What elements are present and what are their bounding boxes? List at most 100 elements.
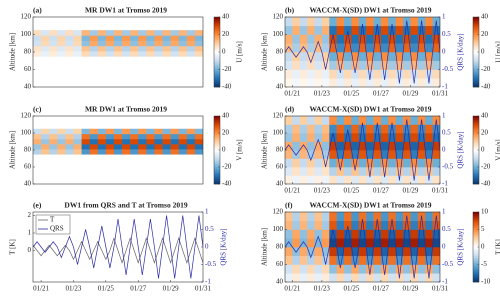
series-line (33, 215, 203, 279)
heatmap-cell (336, 141, 345, 151)
heatmap-cell (186, 138, 196, 145)
heatmap-cell (321, 229, 330, 239)
colorbar-swatch (473, 233, 479, 236)
heatmap-cell (329, 273, 337, 282)
heatmap-cell (388, 247, 397, 257)
y-tick-label: 60 (24, 65, 32, 73)
heatmap-cell (358, 52, 367, 62)
heatmap-cell (97, 149, 107, 155)
heatmap-cell (170, 133, 180, 140)
heatmap-cell (49, 144, 58, 150)
y-axis-label: Altitude [km] (261, 228, 269, 266)
colorbar-swatch (473, 254, 479, 257)
heatmap-cell (358, 78, 367, 87)
heatmap-cell (432, 60, 440, 70)
colorbar-swatch (473, 151, 479, 154)
heatmap-cell (307, 34, 315, 44)
heatmap-cell (138, 149, 147, 155)
heatmap-cell (336, 220, 345, 230)
heatmap-cell (395, 124, 404, 134)
heatmap-cell (321, 238, 330, 248)
heatmap-cell (154, 35, 163, 41)
colorbar-swatch (214, 55, 220, 58)
heatmap-cell (373, 150, 382, 159)
heatmap-cell (314, 78, 323, 87)
heatmap-cell (344, 158, 352, 168)
heatmap-cell (373, 60, 382, 70)
heatmap-cell (336, 116, 345, 125)
y2-tick-label: 0.5 (442, 225, 451, 233)
colorbar-swatch (214, 57, 220, 60)
heatmap-cell (314, 150, 323, 159)
heatmap-cell (170, 30, 180, 36)
heatmap-cell (138, 51, 147, 57)
y-tick-label: 40 (276, 278, 284, 286)
heatmap-cell (388, 78, 397, 87)
heatmap-cell (89, 30, 99, 36)
colorbar-swatch (214, 117, 220, 120)
heatmap-cell (138, 138, 147, 145)
heatmap-cell (358, 220, 367, 230)
heatmap-cell (358, 60, 367, 70)
heatmap-cell (113, 45, 123, 52)
heatmap-cell (417, 273, 426, 282)
heatmap-cell (321, 60, 330, 70)
colorbar-swatch (214, 148, 220, 151)
heatmap-cell (395, 34, 404, 44)
heatmap-cell (358, 34, 367, 44)
colorbar-swatch (214, 121, 220, 124)
heatmap-cell (329, 264, 337, 274)
heatmap-cell (122, 30, 131, 36)
y-tick-label: 100 (273, 129, 284, 137)
heatmap-cell (358, 175, 367, 184)
heatmap-cell (388, 220, 397, 230)
heatmap-cell (395, 158, 404, 168)
colorbar-label: U [m/s] (495, 41, 500, 63)
heatmap-cell (194, 35, 203, 41)
heatmap-cell (410, 220, 419, 230)
heatmap-cell (105, 149, 115, 155)
heatmap-cell (395, 25, 404, 35)
colorbar-swatch (473, 226, 479, 229)
heatmap-cell (358, 141, 367, 151)
y2-tick-label: -1 (205, 278, 211, 286)
heatmap-cell (89, 133, 99, 140)
heatmap-cell (321, 212, 330, 222)
y-tick-label: 2 (28, 211, 32, 219)
heatmap-cell (65, 138, 74, 145)
y-tick-label: 80 (24, 146, 32, 154)
heatmap-cell (186, 51, 196, 57)
colorbar-swatch (214, 131, 220, 134)
heatmap-cell (57, 30, 66, 36)
colorbar-swatch (473, 69, 479, 72)
heatmap-cell (49, 133, 58, 140)
heatmap-cell (285, 167, 293, 176)
colorbar-swatch (214, 69, 220, 72)
heatmap-cell (395, 133, 404, 142)
heatmap-cell (425, 212, 433, 222)
heatmap-cell (57, 149, 66, 155)
heatmap-cell (292, 17, 301, 27)
heatmap-cell (358, 247, 367, 257)
y2-tick-label: -0.5 (205, 260, 217, 268)
heatmap-cell (388, 175, 397, 184)
heatmap-cell (373, 141, 382, 151)
colorbar-swatch (473, 43, 479, 46)
heatmap-cell (388, 212, 397, 222)
heatmap-cell (73, 40, 82, 47)
heatmap-cell (425, 34, 433, 44)
heatmap-cell (307, 17, 315, 27)
colorbar-swatch (214, 119, 220, 122)
heatmap-cell (380, 273, 389, 282)
heatmap-cell (146, 128, 155, 135)
y-tick-label: 80 (276, 146, 284, 154)
colorbar-swatch (473, 133, 479, 135)
y-tick-label: 40 (24, 83, 32, 91)
heatmap-cell (329, 158, 337, 168)
heatmap-cell (425, 229, 433, 239)
heatmap-cell (373, 69, 382, 79)
heatmap-cell (292, 238, 301, 248)
heatmap-cell (344, 78, 352, 87)
colorbar-swatch (473, 144, 479, 147)
heatmap-cell (314, 17, 323, 27)
